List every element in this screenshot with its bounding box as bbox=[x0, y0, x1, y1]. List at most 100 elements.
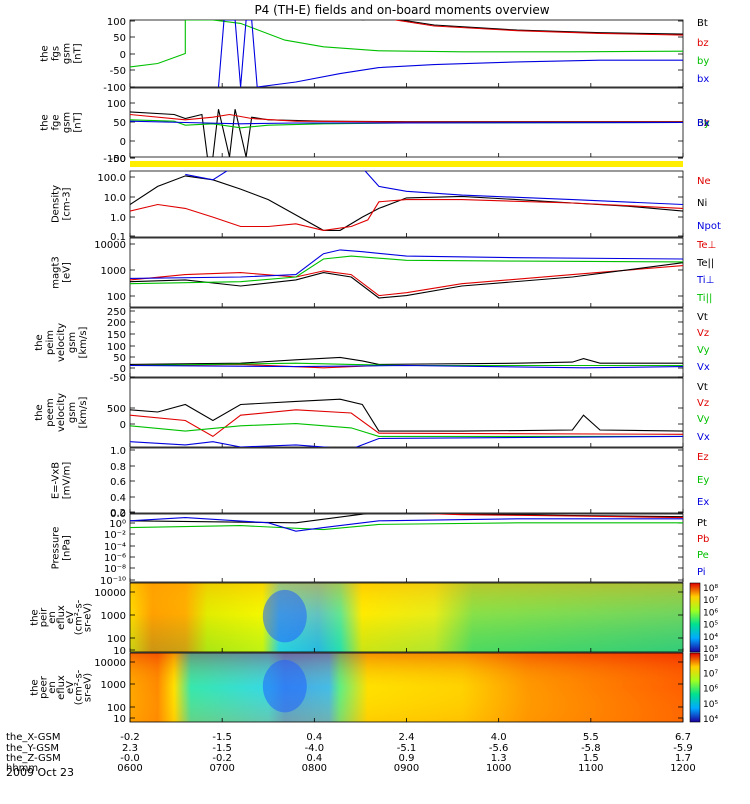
legend-entry: Ez bbox=[697, 452, 709, 463]
y-tick-label: 0.1 bbox=[110, 232, 126, 243]
series-line-peem-1 bbox=[130, 409, 683, 438]
y-tick-label: 250 bbox=[107, 307, 126, 318]
legend-entry: Vt bbox=[697, 382, 708, 393]
footer-value: -5.6 bbox=[489, 743, 509, 754]
series-line-pressure-3 bbox=[130, 517, 683, 532]
y-tick-label: 100 bbox=[107, 634, 126, 645]
y-tick-label: 100 bbox=[107, 292, 126, 303]
footer-value: -5.9 bbox=[673, 743, 693, 754]
footer-value: -1.5 bbox=[212, 732, 232, 743]
y-tick-label: 1000 bbox=[101, 680, 126, 691]
legend-entry: bx bbox=[697, 74, 709, 85]
series-line-fgs-3 bbox=[217, 20, 683, 87]
spectrogram-core-peir bbox=[262, 589, 307, 643]
legend-entry: Te⊥ bbox=[696, 240, 716, 251]
legend-entry: Vx bbox=[697, 432, 710, 443]
y-tick-label: 10000 bbox=[94, 240, 126, 251]
quality-flag-bar bbox=[130, 161, 683, 167]
panel-frame-fgs bbox=[129, 19, 684, 88]
y-axis-label-density: Density[cm-3] bbox=[51, 185, 73, 223]
legend-entry: Bz bbox=[697, 118, 709, 129]
series-line-temperature-1 bbox=[130, 262, 683, 299]
footer-value: 1.7 bbox=[675, 753, 691, 764]
colorbar-label: 10⁷ bbox=[703, 596, 718, 606]
legend-entry: Vy bbox=[697, 345, 710, 356]
colorbar-label: 10³ bbox=[703, 645, 718, 655]
orbit-footer: the_X-GSM -0.2 -1.5 0.4 2.4 4.0 5.5 6.7the_Y-GS… bbox=[6, 732, 696, 774]
y-tick-label: 100 bbox=[107, 99, 126, 110]
colorbar-label: 10⁴ bbox=[703, 633, 718, 643]
series-line-temperature-3 bbox=[130, 255, 683, 285]
legend-entry: Bt bbox=[697, 18, 708, 29]
series-line-fgs-0 bbox=[362, 20, 683, 35]
footer-value: 0600 bbox=[117, 763, 142, 774]
y-tick-label: -100 bbox=[103, 154, 126, 165]
legend-entry: by bbox=[697, 56, 709, 67]
series-line-fge-2 bbox=[130, 119, 683, 129]
y-tick-label: 0 bbox=[120, 50, 126, 61]
footer-value: 1.5 bbox=[583, 753, 599, 764]
legend-entry: Te|| bbox=[696, 258, 714, 269]
y-axis-label-fge: thefgegsm[nT] bbox=[40, 112, 84, 133]
series-line-fge-3 bbox=[130, 120, 683, 125]
colorbar-label: 10⁵ bbox=[703, 700, 718, 710]
legend-entry: Vz bbox=[697, 398, 709, 409]
footer-value: 6.7 bbox=[675, 732, 691, 743]
legend-entry: Bt bbox=[697, 118, 708, 129]
y-tick-label: 10⁰ bbox=[109, 519, 126, 530]
series-line-fgs-2 bbox=[130, 20, 683, 68]
y-tick-label: 10⁻⁶ bbox=[104, 553, 126, 564]
series-line-density-0 bbox=[130, 175, 683, 231]
y-tick-label: 10.0 bbox=[104, 193, 126, 204]
footer-row-label: the_Y-GSM bbox=[6, 743, 59, 754]
y-tick-label: 100 bbox=[107, 342, 126, 353]
legend-entry: Ne bbox=[697, 176, 711, 187]
spectrogram-core-peer bbox=[262, 659, 307, 713]
y-tick-label: 10000 bbox=[94, 588, 126, 599]
colorbar-peer bbox=[689, 652, 701, 723]
panel-fgs: 100 50 0 -50 -100 thefgsgsm[nT] Bt bz by bx bbox=[40, 17, 710, 94]
footer-value: 4.0 bbox=[491, 732, 507, 743]
footer-value: -0.2 bbox=[120, 732, 140, 743]
y-tick-label: -100 bbox=[103, 83, 126, 94]
legend-entry: Bx bbox=[697, 118, 710, 129]
legend-entry: Vx bbox=[697, 362, 710, 373]
y-tick-label: 0.4 bbox=[110, 493, 126, 504]
footer-value: -4.0 bbox=[305, 743, 325, 754]
y-tick-label: 10⁻⁸ bbox=[104, 564, 126, 575]
series-line-peim-2 bbox=[130, 362, 683, 367]
panel-frame-peim bbox=[129, 307, 684, 378]
legend-entry: Ni bbox=[697, 198, 707, 209]
legend-entry: bz bbox=[697, 38, 709, 49]
y-tick-label: 500 bbox=[107, 404, 126, 415]
footer-value: -5.1 bbox=[397, 743, 417, 754]
legend-entry: Vy bbox=[697, 414, 710, 425]
plot-date: 2009 Oct 23 bbox=[6, 766, 74, 779]
footer-row-label: the_Z-GSM bbox=[6, 753, 61, 764]
y-axis-label-peem: thepeemvelocitygsm[km/s] bbox=[34, 393, 89, 432]
colorbar-label: 10⁵ bbox=[703, 621, 718, 631]
y-tick-label: 10⁻² bbox=[104, 530, 126, 541]
legend-entry: Pb bbox=[697, 534, 709, 545]
y-tick-label: 10000 bbox=[94, 658, 126, 669]
y-tick-label: 100 bbox=[107, 17, 126, 28]
y-tick-label: 50 bbox=[113, 353, 126, 364]
y-axis-label-peim: thepeimvelocitygsm[km/s] bbox=[34, 323, 89, 362]
legend-entry: Ti⊥ bbox=[696, 275, 714, 286]
series-line-fge-0 bbox=[130, 109, 683, 157]
footer-row-label: hhmm bbox=[6, 763, 38, 774]
legend-entry: Vt bbox=[697, 312, 708, 323]
series-line-peim-3 bbox=[130, 364, 683, 369]
y-tick-label: 100 bbox=[107, 703, 126, 714]
series-line-peim-0 bbox=[130, 356, 683, 365]
legend-entry: Vz bbox=[697, 328, 709, 339]
footer-value: 0.9 bbox=[399, 753, 415, 764]
footer-value: 1200 bbox=[670, 763, 695, 774]
y-tick-label: -50 bbox=[110, 154, 126, 165]
y-tick-label: 0.6 bbox=[110, 477, 126, 488]
